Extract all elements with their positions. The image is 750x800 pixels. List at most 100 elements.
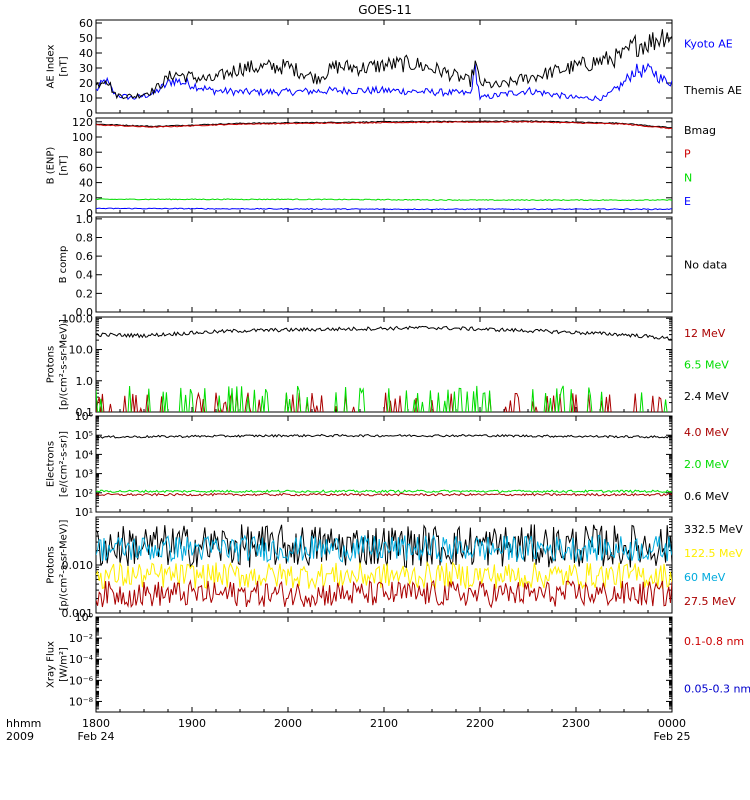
legend-entry: N [684,171,692,184]
y-tick-label: 30 [79,62,93,75]
time-tick-date: Feb 24 [78,730,115,743]
series-line-27-5-mev [96,579,672,609]
y-tick-label: 0 [86,107,93,120]
legend-entry: 0.1-0.8 nm [684,635,744,648]
time-axis-row1-label: hhmm [6,717,41,730]
y-tick-label: 0.8 [76,231,94,244]
legend-entry: E [684,195,691,208]
y-tick-label: 60 [79,161,93,174]
panel-1: 0 10 20 30 40 50 60 AE Index [nT] Kyoto AE Themis … [46,17,742,120]
y-axis-label: [p/(cm²-s-sr-MeV)] [59,519,70,610]
legend-entry: 12 MeV [684,327,726,340]
y-tick-label: 10¹ [75,506,93,519]
y-tick-label: 120 [72,116,93,129]
series-line-332-5-mev [96,524,672,569]
panel-frame [95,216,673,313]
y-axis-label: B (ENP) [46,147,57,185]
panel-frame [95,616,673,713]
figure-title: GOES-11 [358,3,412,17]
y-tick-label: 10⁻² [69,632,93,645]
series-line-e [96,207,672,211]
y-axis-label: [W/m²] [59,647,70,682]
time-tick-label: 2300 [562,717,590,730]
series-line-p [96,120,672,130]
y-tick-label: 0 [86,207,93,220]
y-tick-label: 10⁰ [75,611,94,624]
no-data-note: No data [684,259,727,272]
y-tick-label: 10⁻⁶ [69,674,94,687]
y-tick-label: 20 [79,77,93,90]
y-tick-label: 60 [79,17,93,30]
y-tick-label: 50 [79,32,93,45]
time-tick-date: Feb 25 [654,730,691,743]
y-tick-label: 80 [79,146,93,159]
y-axis-label: AE Index [46,44,57,88]
y-tick-label: 10⁵ [75,429,93,442]
y-tick-label: 10.0 [69,344,94,357]
legend-entry: Kyoto AE [684,37,733,50]
y-axis-label: [p/(cm²-s-sr-MeV)] [59,319,70,410]
y-axis-label: Protons [46,546,57,583]
panel-5: 10¹ 10² 10³ 10⁴ 10⁵ 10⁶ Electrons [e/(cm²-s-sr)… [46,410,730,519]
y-tick-label: 0.4 [76,269,94,282]
series-line-60-mev [96,534,672,564]
y-tick-label: 0.1 [76,406,94,419]
series-line-12-mev [96,391,663,412]
y-tick-label: 10⁻⁴ [69,653,94,666]
y-tick-label: 10² [75,487,93,500]
legend-entry: 332.5 MeV [684,523,743,536]
panel-frame [95,415,673,513]
y-tick-label: 10³ [75,468,93,481]
y-axis-label: [nT] [59,155,70,175]
series-line-n [96,198,672,202]
legend-entry: 0.6 MeV [684,490,729,503]
time-tick-label: 1900 [178,717,206,730]
series-line-kyoto-ae [96,62,672,102]
panel-2: 0 20 40 60 80 100 120 B (ENP) [nT] Bmag PNE [46,116,717,220]
y-tick-label: 100.0 [62,312,94,325]
panel-4: 0.1 1.0 10.0 100.0 Protons [p/(cm²-s-sr-MeV)]… [46,312,730,419]
y-axis-label: Xray Flux [46,641,57,688]
panel-frame [95,117,673,214]
y-tick-label: 10⁶ [75,410,94,423]
series-line-6-5-mev [96,385,668,412]
y-tick-label: 100 [72,131,93,144]
series-line-2-4-mev [96,325,672,341]
panel-7: 10⁻⁸ 10⁻⁶ 10⁻⁴ 10⁻² 10⁰ Xray Flux [W/m²] 0.1-0.… [46,611,750,713]
legend-entry: Themis AE [683,84,742,97]
time-axis-row2-label: 2009 [6,730,34,743]
legend-entry: 6.5 MeV [684,359,729,372]
y-tick-label: 0.010 [62,559,94,572]
y-tick-label: 40 [79,177,93,190]
y-tick-label: 1.0 [76,375,94,388]
time-tick-label: 2200 [466,717,494,730]
y-axis-label: [nT] [59,56,70,76]
time-tick-label: 2000 [274,717,302,730]
panel-frame [95,316,673,413]
series-line-2-0-mev [96,489,672,494]
y-tick-label: 40 [79,47,93,60]
legend-entry: P [684,148,691,161]
y-tick-label: 0.2 [76,287,94,300]
y-tick-label: 0.6 [76,250,94,263]
y-axis-label: B comp [58,246,69,284]
series-line-122-5-mev [96,560,672,590]
time-tick-label: 2100 [370,717,398,730]
legend-entry: 2.4 MeV [684,390,729,403]
y-tick-label: 1.0 [76,213,94,226]
y-tick-label: 10⁻⁸ [69,695,94,708]
legend-entry: 122.5 MeV [684,547,743,560]
y-axis-label: [e/(cm²-s-sr)] [59,431,70,497]
y-tick-label: 20 [79,192,93,205]
y-tick-label: 10 [79,92,93,105]
y-tick-label: 0.001 [62,607,94,620]
series-line-0-6-mev [96,433,672,439]
time-tick-label: 1800 [82,717,110,730]
legend-entry: Bmag [684,124,716,137]
legend-entry: 4.0 MeV [684,426,729,439]
series-line-4-0-mev [96,492,672,497]
panel-6: 0.001 0.010 Protons [p/(cm²-s-sr-MeV)] 332.5… [46,516,743,620]
